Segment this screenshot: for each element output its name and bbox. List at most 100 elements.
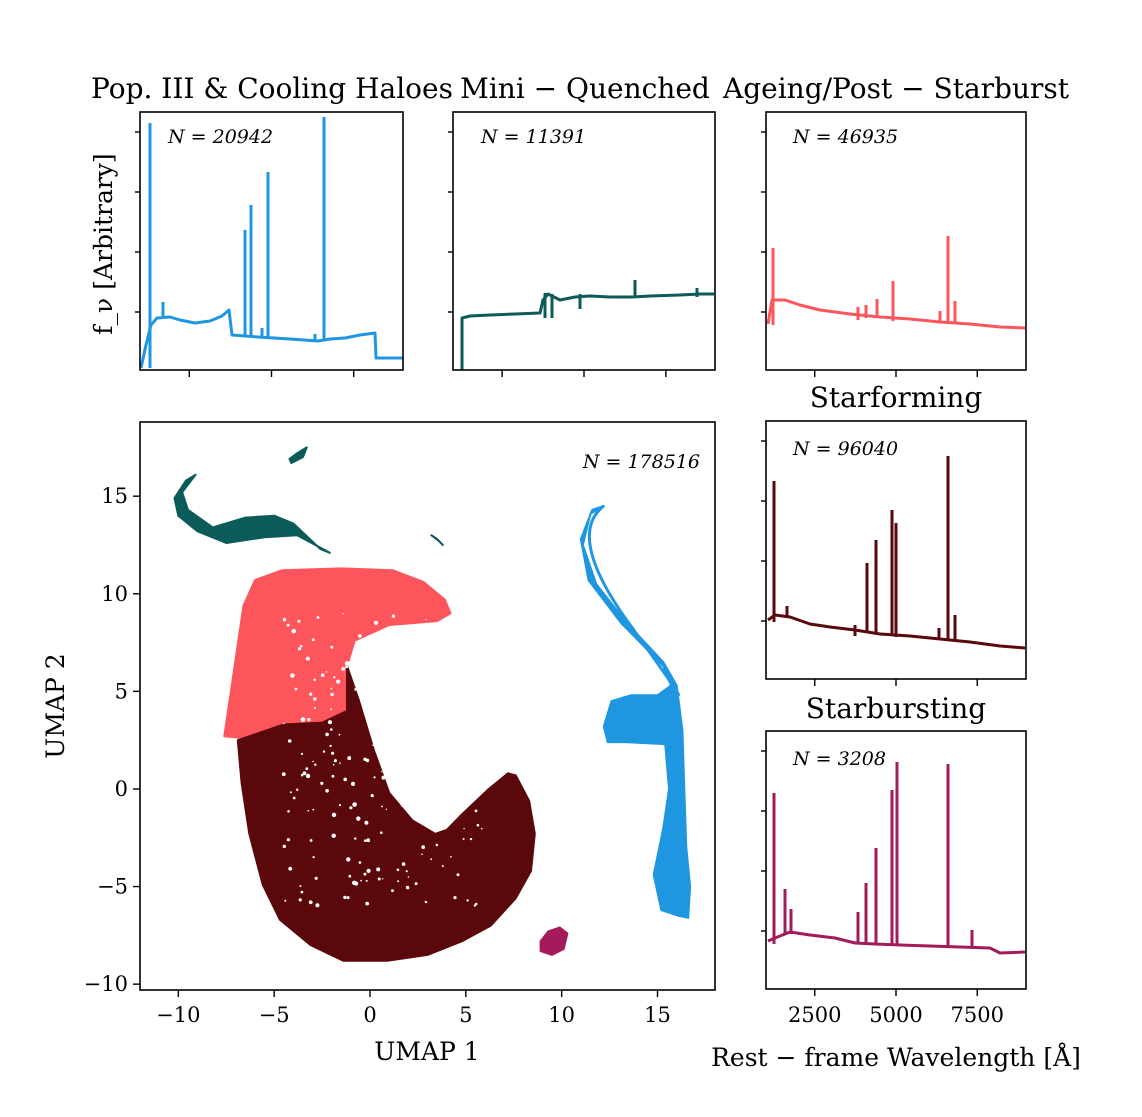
umap-y-axis-label: UMAP 2 <box>41 653 70 758</box>
umap-speckle-dot <box>360 879 362 882</box>
umap-speckle-dot <box>288 866 293 871</box>
umap-speckle-dot <box>381 741 384 743</box>
umap-speckle-dot <box>330 708 333 711</box>
umap-speckle-dot <box>305 773 311 779</box>
umap-speckle-dot <box>456 873 460 877</box>
umap-speckle-dot <box>390 707 393 709</box>
spectrum-y-axis-label: f_ν [Arbitrary] <box>89 153 118 334</box>
umap-speckle-dot <box>397 683 402 689</box>
umap-speckle-dot <box>313 697 317 701</box>
umap-speckle-dot <box>405 870 408 873</box>
axes-frame-quenched <box>452 111 716 371</box>
axes-frame-pop3 <box>139 111 404 371</box>
umap-speckle-dot <box>425 618 427 621</box>
umap-speckle-dot <box>357 634 362 638</box>
count-quenched: N = 11391 <box>480 126 586 148</box>
umap-x-tick-label: −5 <box>259 1003 290 1027</box>
umap-speckle-dot <box>309 839 313 842</box>
umap-speckle-dot <box>344 661 350 666</box>
umap-speckle-dot <box>391 614 396 618</box>
umap-x-tick-label: 0 <box>363 1003 376 1027</box>
umap-speckle-dot <box>415 650 418 653</box>
umap-speckle-dot <box>289 791 292 794</box>
umap-speckle-dot <box>305 767 309 771</box>
umap-speckle-dot <box>302 771 307 776</box>
umap-speckle-dot <box>298 898 302 902</box>
umap-speckle-dot <box>395 762 398 765</box>
spectrum-x-axis-label: Rest − frame Wavelength [Å] <box>711 1042 1081 1072</box>
umap-speckle-dot <box>349 806 353 810</box>
umap-x-tick-label: 5 <box>459 1003 472 1027</box>
title-starforming: Starforming <box>810 381 983 414</box>
umap-speckle-dot <box>362 662 365 664</box>
umap-speckle-dot <box>282 617 287 622</box>
umap-speckle-dot <box>313 706 316 709</box>
umap-speckle-dot <box>313 678 317 682</box>
umap-cluster-pop3-tail <box>587 504 680 697</box>
spectrum-x-tick-label: 5000 <box>869 1003 922 1027</box>
umap-speckle-dot <box>327 720 333 725</box>
umap-speckle-dot <box>333 759 337 763</box>
umap-speckle-dot <box>480 827 483 830</box>
umap-speckle-dot <box>450 855 452 858</box>
umap-speckle-dot <box>300 773 304 777</box>
umap-speckle-dot <box>346 857 351 862</box>
umap-speckle-dot <box>365 879 368 882</box>
umap-speckle-dot <box>287 810 290 813</box>
title-quenched: Mini − Quenched <box>460 72 710 105</box>
umap-speckle-dot <box>330 728 333 731</box>
umap-y-tick-label: 10 <box>101 582 128 606</box>
umap-speckle-dot <box>300 717 306 722</box>
count-pop3: N = 20942 <box>167 126 273 148</box>
umap-x-ticks: −10 −5 0 5 10 15 <box>156 990 671 1027</box>
umap-speckle-dot <box>394 641 396 644</box>
umap-speckle-dot <box>350 781 356 787</box>
umap-x-tick-label: −10 <box>156 1003 200 1027</box>
umap-y-tick-label: −10 <box>84 972 128 996</box>
umap-speckle-dot <box>331 812 337 818</box>
umap-speckle-dot <box>377 877 381 881</box>
umap-speckle-dot <box>305 656 310 661</box>
umap-speckle-dot <box>380 831 383 834</box>
umap-speckle-dot <box>325 732 329 737</box>
umap-speckle-dot <box>309 692 313 696</box>
umap-speckle-dot <box>381 771 383 773</box>
umap-speckle-dot <box>311 638 315 642</box>
umap-y-tick-label: −5 <box>97 875 128 899</box>
umap-speckle-dot <box>366 868 371 874</box>
umap-speckle-dot <box>308 900 313 905</box>
umap-speckle-dot <box>421 853 423 856</box>
umap-speckle-dot <box>406 672 411 677</box>
umap-speckle-dot <box>402 657 408 663</box>
umap-speckle-dot <box>354 837 357 840</box>
title-starbursting: Starbursting <box>806 692 986 725</box>
umap-speckle-dot <box>400 776 403 778</box>
umap-speckle-dot <box>381 775 386 780</box>
umap-speckle-dot <box>473 904 477 907</box>
umap-speckle-dot <box>358 861 362 864</box>
umap-cluster-starbursting <box>539 926 569 956</box>
umap-speckle-dot <box>336 679 341 684</box>
umap-speckle-dot <box>391 889 394 893</box>
umap-speckle-dot <box>312 760 314 763</box>
umap-speckle-dot <box>314 763 317 766</box>
umap-cluster-starforming <box>236 665 536 962</box>
umap-cluster-ageing <box>223 567 452 740</box>
umap-speckle-dot <box>372 744 374 746</box>
umap-speckle-dot <box>407 876 410 878</box>
umap-speckle-dot <box>469 837 473 841</box>
umap-speckle-dot <box>299 644 303 648</box>
umap-speckle-dot <box>397 880 400 883</box>
umap-speckle-dot <box>287 739 292 743</box>
umap-speckle-dot <box>385 643 390 648</box>
umap-speckle-dot <box>329 744 332 748</box>
umap-speckle-dot <box>359 673 362 676</box>
umap-speckle-dot <box>441 865 444 868</box>
umap-speckle-dot <box>300 890 304 894</box>
umap-y-tick-label: 15 <box>101 484 128 508</box>
umap-speckle-dot <box>430 858 433 861</box>
umap-speckle-dot <box>307 717 311 722</box>
umap-cluster-quenched <box>173 473 331 554</box>
umap-speckle-dot <box>339 762 341 764</box>
umap-speckle-dot <box>346 896 350 900</box>
